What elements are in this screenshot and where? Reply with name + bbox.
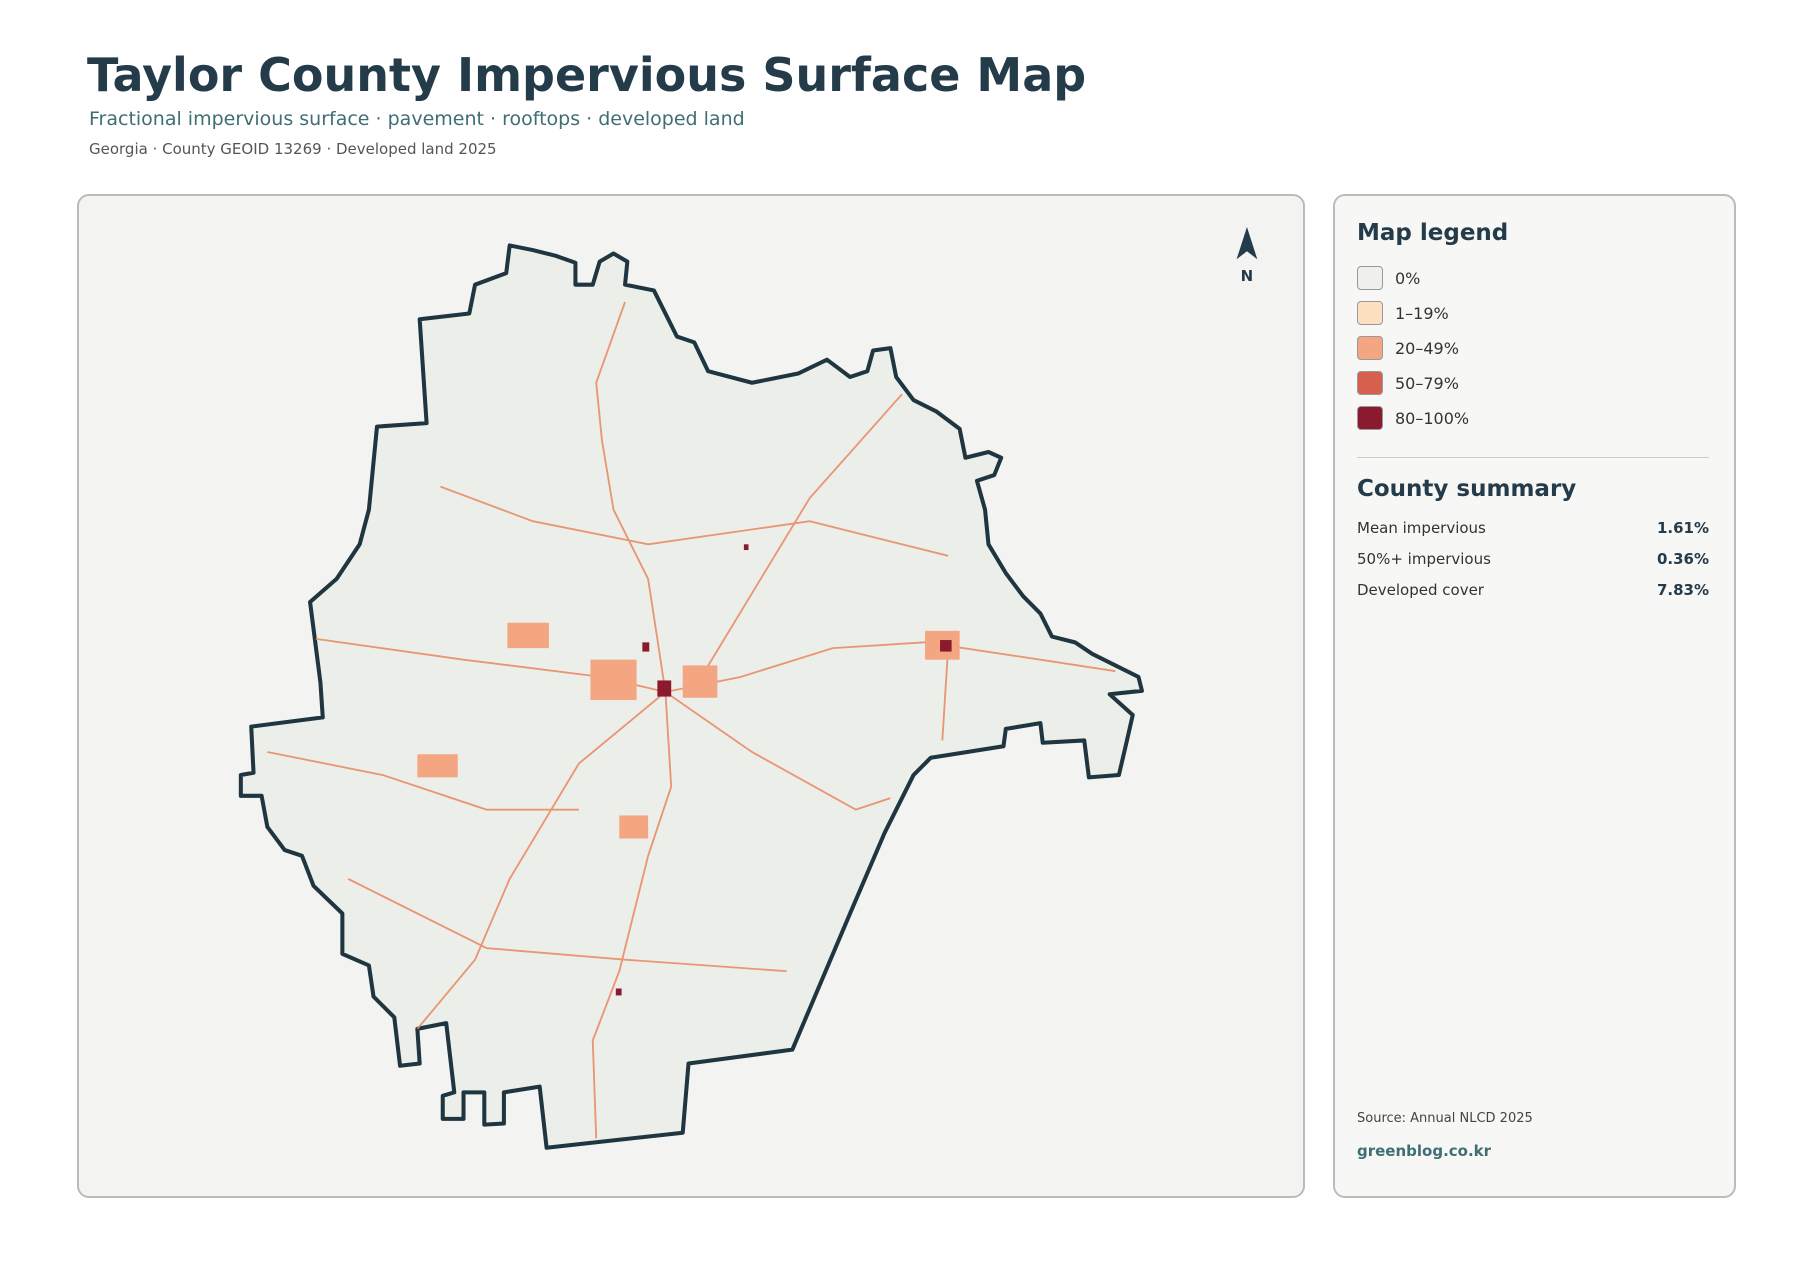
legend-title: Map legend [1357,220,1509,246]
urban-core [615,544,952,996]
north-label: N [1241,267,1254,285]
legend-label: 0% [1395,268,1421,288]
legend-item: 1–19% [1357,301,1449,325]
north-arrow [1236,226,1258,260]
map-panel: N [77,194,1305,1198]
side-panel: Map legend 0% 1–19% 20–49% 50–79% 80–100% Co… [1333,194,1736,1198]
legend-item: 0% [1357,266,1420,290]
legend-swatch [1357,266,1383,290]
legend-label: 50–79% [1395,373,1459,393]
title: Taylor County Impervious Surface Map [87,48,1087,102]
summary-label: Mean impervious [1357,519,1486,537]
roads [267,301,1116,1139]
subtitle: Fractional impervious surface · pavement… [89,108,745,130]
summary-row: Developed cover 7.83% [1357,581,1709,599]
meta: Georgia · County GEOID 13269 · Developed… [89,140,497,158]
summary-row: 50%+ impervious 0.36% [1357,550,1709,568]
legend-item: 20–49% [1357,336,1459,360]
legend-label: 1–19% [1395,303,1449,323]
summary-label: Developed cover [1357,581,1484,599]
legend-item: 50–79% [1357,371,1459,395]
legend-swatch [1357,406,1383,430]
source: Source: Annual NLCD 2025 [1357,1111,1533,1126]
developed [417,622,960,839]
summary-value: 1.61% [1656,519,1709,537]
summary-value: 0.36% [1656,550,1709,568]
summary-title: County summary [1357,476,1577,502]
summary-label: 50%+ impervious [1357,550,1491,568]
site: greenblog.co.kr [1357,1142,1492,1160]
legend-label: 20–49% [1395,338,1459,358]
summary-value: 7.83% [1656,581,1709,599]
legend-swatch [1357,336,1383,360]
legend-item: 80–100% [1357,406,1469,430]
legend-swatch [1357,371,1383,395]
legend-label: 80–100% [1395,408,1470,428]
map: N [238,226,1258,1150]
summary-row: Mean impervious 1.61% [1357,519,1709,537]
divider [1357,457,1709,458]
legend-swatch [1357,301,1383,325]
